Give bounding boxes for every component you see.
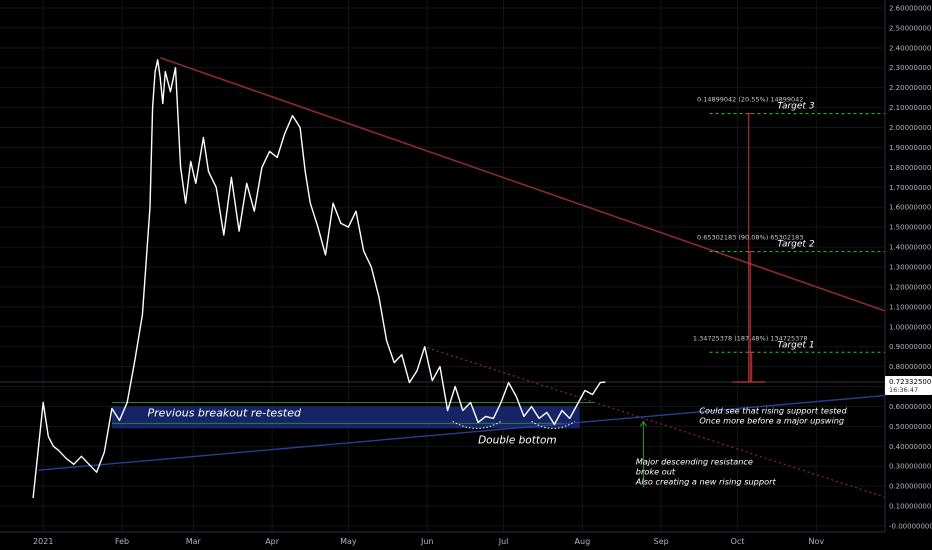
measure-label: 0.14899042 (20.55%) 14899042 [697,96,803,104]
y-axis-background [885,0,932,550]
current-price-time: 16:36:47 [889,386,918,394]
x-tick-label: Jun [420,537,434,546]
y-tick-label: 0.20000000 [889,483,931,491]
y-tick-label: 0.10000000 [889,503,931,511]
x-tick-label: Feb [115,537,129,546]
current-price-badge [885,375,932,395]
y-tick-label: 1.40000000 [889,244,931,252]
rising-support-line [38,394,886,471]
y-tick-label: 2.60000000 [889,4,931,12]
rising-support-annotation-1: Could see that rising support tested [699,405,847,415]
breakout-annotation: Previous breakout re-tested [148,406,302,419]
minor-resistance-line [427,347,886,498]
x-tick-label: Aug [575,537,591,546]
y-tick-label: 2.30000000 [889,64,931,72]
x-tick-label: Jul [498,537,509,546]
y-tick-label: 2.20000000 [889,84,931,92]
y-tick-label: 0.80000000 [889,363,931,371]
y-tick-label: -0.00000000 [889,523,932,531]
y-tick-label: 2.10000000 [889,104,931,112]
measure-label: 1.34725378 (187.48%) 134725378 [693,334,808,342]
y-tick-label: 1.30000000 [889,263,931,271]
y-tick-label: 1.20000000 [889,283,931,291]
y-tick-label: 1.80000000 [889,164,931,172]
y-tick-label: 1.60000000 [889,204,931,212]
y-tick-label: 0.40000000 [889,443,931,451]
y-tick-label: 0.50000000 [889,423,931,431]
x-tick-label: Sep [654,537,669,546]
double-bottom-arc-left [452,420,502,429]
x-tick-label: Apr [265,537,280,546]
y-tick-label: 1.90000000 [889,144,931,152]
rising-support-annotation-2: Once more before a major upswing [699,415,844,425]
target-label: Target 1 [777,340,814,350]
y-tick-label: 0.90000000 [889,343,931,351]
target-label: Target 2 [777,240,814,250]
x-axis-background [0,532,932,550]
x-tick-label: May [340,537,357,546]
target-label: Target 3 [777,102,814,112]
descending-annotation-line: Major descending resistance [636,456,753,466]
y-tick-label: 2.50000000 [889,24,931,32]
y-tick-label: 1.50000000 [889,224,931,232]
descending-annotation-line: Also creating a new rising support [635,476,777,486]
double-bottom-annotation: Double bottom [478,434,557,446]
x-tick-label: Oct [731,537,745,546]
arrow-head-icon [639,420,647,427]
current-price-value: 0.72332500 [889,378,931,386]
x-tick-label: 2021 [33,537,53,546]
y-tick-label: 2.40000000 [889,44,931,52]
descending-annotation-line: broke out [636,466,676,476]
x-tick-label: Nov [809,537,825,546]
y-tick-label: 1.70000000 [889,184,931,192]
y-tick-label: 1.00000000 [889,323,931,331]
descending-resistance-line [159,57,886,312]
double-bottom-arc-right [531,420,576,429]
y-tick-label: 0.30000000 [889,463,931,471]
y-tick-label: 2.00000000 [889,124,931,132]
measure-label: 0.65302183 (90.08%) 65302183 [697,234,803,242]
x-tick-label: Mar [186,537,202,546]
price-line [32,59,606,499]
y-tick-label: 0.60000000 [889,403,931,411]
y-tick-label: 1.10000000 [889,303,931,311]
